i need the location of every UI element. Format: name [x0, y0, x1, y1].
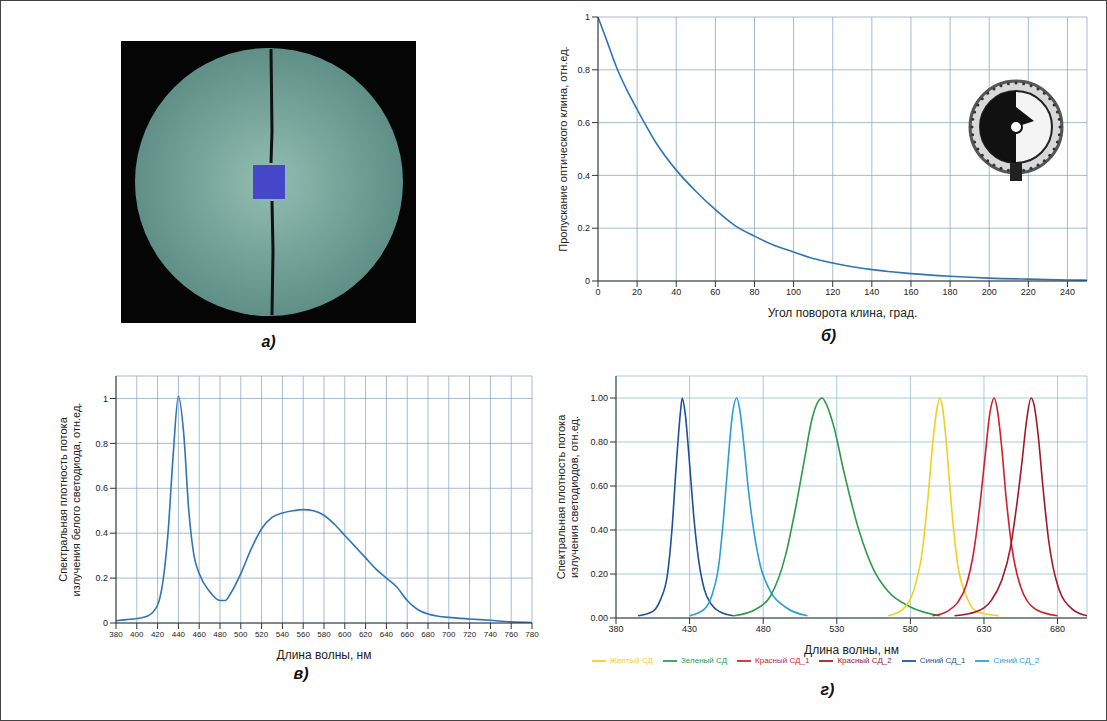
svg-text:680: 680 — [421, 630, 435, 639]
svg-text:380: 380 — [109, 630, 123, 639]
svg-text:0.20: 0.20 — [590, 569, 608, 579]
svg-text:20: 20 — [632, 287, 642, 297]
svg-text:0: 0 — [103, 618, 108, 628]
svg-text:700: 700 — [442, 630, 456, 639]
html-text:в): в) — [293, 665, 309, 682]
html-text:б): б) — [820, 327, 837, 344]
svg-text:640: 640 — [380, 630, 394, 639]
svg-text:460: 460 — [193, 630, 207, 639]
svg-text:60: 60 — [710, 287, 720, 297]
svg-text:1: 1 — [585, 12, 590, 22]
svg-text:480: 480 — [213, 630, 227, 639]
svg-text:0.6: 0.6 — [577, 118, 590, 128]
svg-text:0.2: 0.2 — [95, 573, 108, 583]
svg-text:140: 140 — [864, 287, 879, 297]
svg-text:620: 620 — [359, 630, 373, 639]
svg-text:Пропускание оптического клина,: Пропускание оптического клина, отн.ед. — [557, 46, 569, 251]
svg-text:760: 760 — [505, 630, 519, 639]
svg-text:120: 120 — [825, 287, 840, 297]
svg-text:160: 160 — [903, 287, 918, 297]
svg-text:0.4: 0.4 — [95, 528, 108, 538]
html-text:Синий СД_1: Синий СД_1 — [919, 656, 966, 666]
svg-text:0.80: 0.80 — [590, 437, 608, 447]
html-text:Зеленый СД: Зеленый СД — [681, 656, 727, 666]
svg-text:0.4: 0.4 — [577, 171, 590, 181]
svg-text:660: 660 — [401, 630, 415, 639]
svg-text:Длина волны, нм: Длина волны, нм — [277, 648, 372, 661]
svg-text:Спектральная плотность потокаи: Спектральная плотность потокаизлучения с… — [555, 414, 580, 579]
html-text:а): а) — [261, 333, 276, 350]
svg-text:780: 780 — [525, 630, 539, 639]
svg-text:380: 380 — [608, 624, 623, 634]
svg-text:0.40: 0.40 — [590, 525, 608, 535]
svg-text:80: 80 — [749, 287, 759, 297]
html-text:Желтый СД: Желтый СД — [609, 656, 653, 666]
svg-text:0.8: 0.8 — [577, 65, 590, 75]
svg-text:0.00: 0.00 — [590, 613, 608, 623]
svg-text:Угол поворота клина, град.: Угол поворота клина, град. — [768, 306, 918, 319]
svg-text:Спектральная плотность потокаи: Спектральная плотность потокаизлучения б… — [57, 403, 82, 597]
svg-text:540: 540 — [276, 630, 290, 639]
svg-text:240: 240 — [1060, 287, 1075, 297]
svg-text:720: 720 — [463, 630, 477, 639]
svg-text:440: 440 — [172, 630, 186, 639]
svg-text:580: 580 — [903, 624, 918, 634]
html-text:Красный СД_1: Красный СД_1 — [755, 656, 810, 666]
html-text:Синий СД_2: Синий СД_2 — [993, 656, 1040, 666]
svg-text:480: 480 — [756, 624, 771, 634]
svg-text:1: 1 — [103, 394, 108, 404]
svg-text:0.60: 0.60 — [590, 481, 608, 491]
svg-text:0: 0 — [595, 287, 600, 297]
svg-text:0.8: 0.8 — [95, 439, 108, 449]
svg-text:100: 100 — [786, 287, 801, 297]
svg-text:740: 740 — [484, 630, 498, 639]
svg-text:200: 200 — [982, 287, 997, 297]
svg-text:0.2: 0.2 — [577, 223, 590, 233]
svg-text:0: 0 — [585, 276, 590, 286]
svg-text:40: 40 — [671, 287, 681, 297]
svg-text:430: 430 — [682, 624, 697, 634]
svg-text:400: 400 — [130, 630, 144, 639]
svg-text:560: 560 — [297, 630, 311, 639]
svg-text:180: 180 — [943, 287, 958, 297]
svg-text:0.6: 0.6 — [95, 483, 108, 493]
svg-text:520: 520 — [255, 630, 269, 639]
html-text:Красный СД_2: Красный СД_2 — [837, 656, 892, 666]
svg-text:600: 600 — [338, 630, 352, 639]
svg-text:680: 680 — [1050, 624, 1065, 634]
svg-text:420: 420 — [151, 630, 165, 639]
svg-text:500: 500 — [234, 630, 248, 639]
svg-text:530: 530 — [829, 624, 844, 634]
svg-text:630: 630 — [976, 624, 991, 634]
svg-text:220: 220 — [1021, 287, 1036, 297]
svg-text:Длина волны, нм: Длина волны, нм — [804, 643, 899, 657]
html-text:г): г) — [820, 681, 835, 698]
svg-text:1.00: 1.00 — [590, 393, 608, 403]
svg-text:580: 580 — [317, 630, 331, 639]
